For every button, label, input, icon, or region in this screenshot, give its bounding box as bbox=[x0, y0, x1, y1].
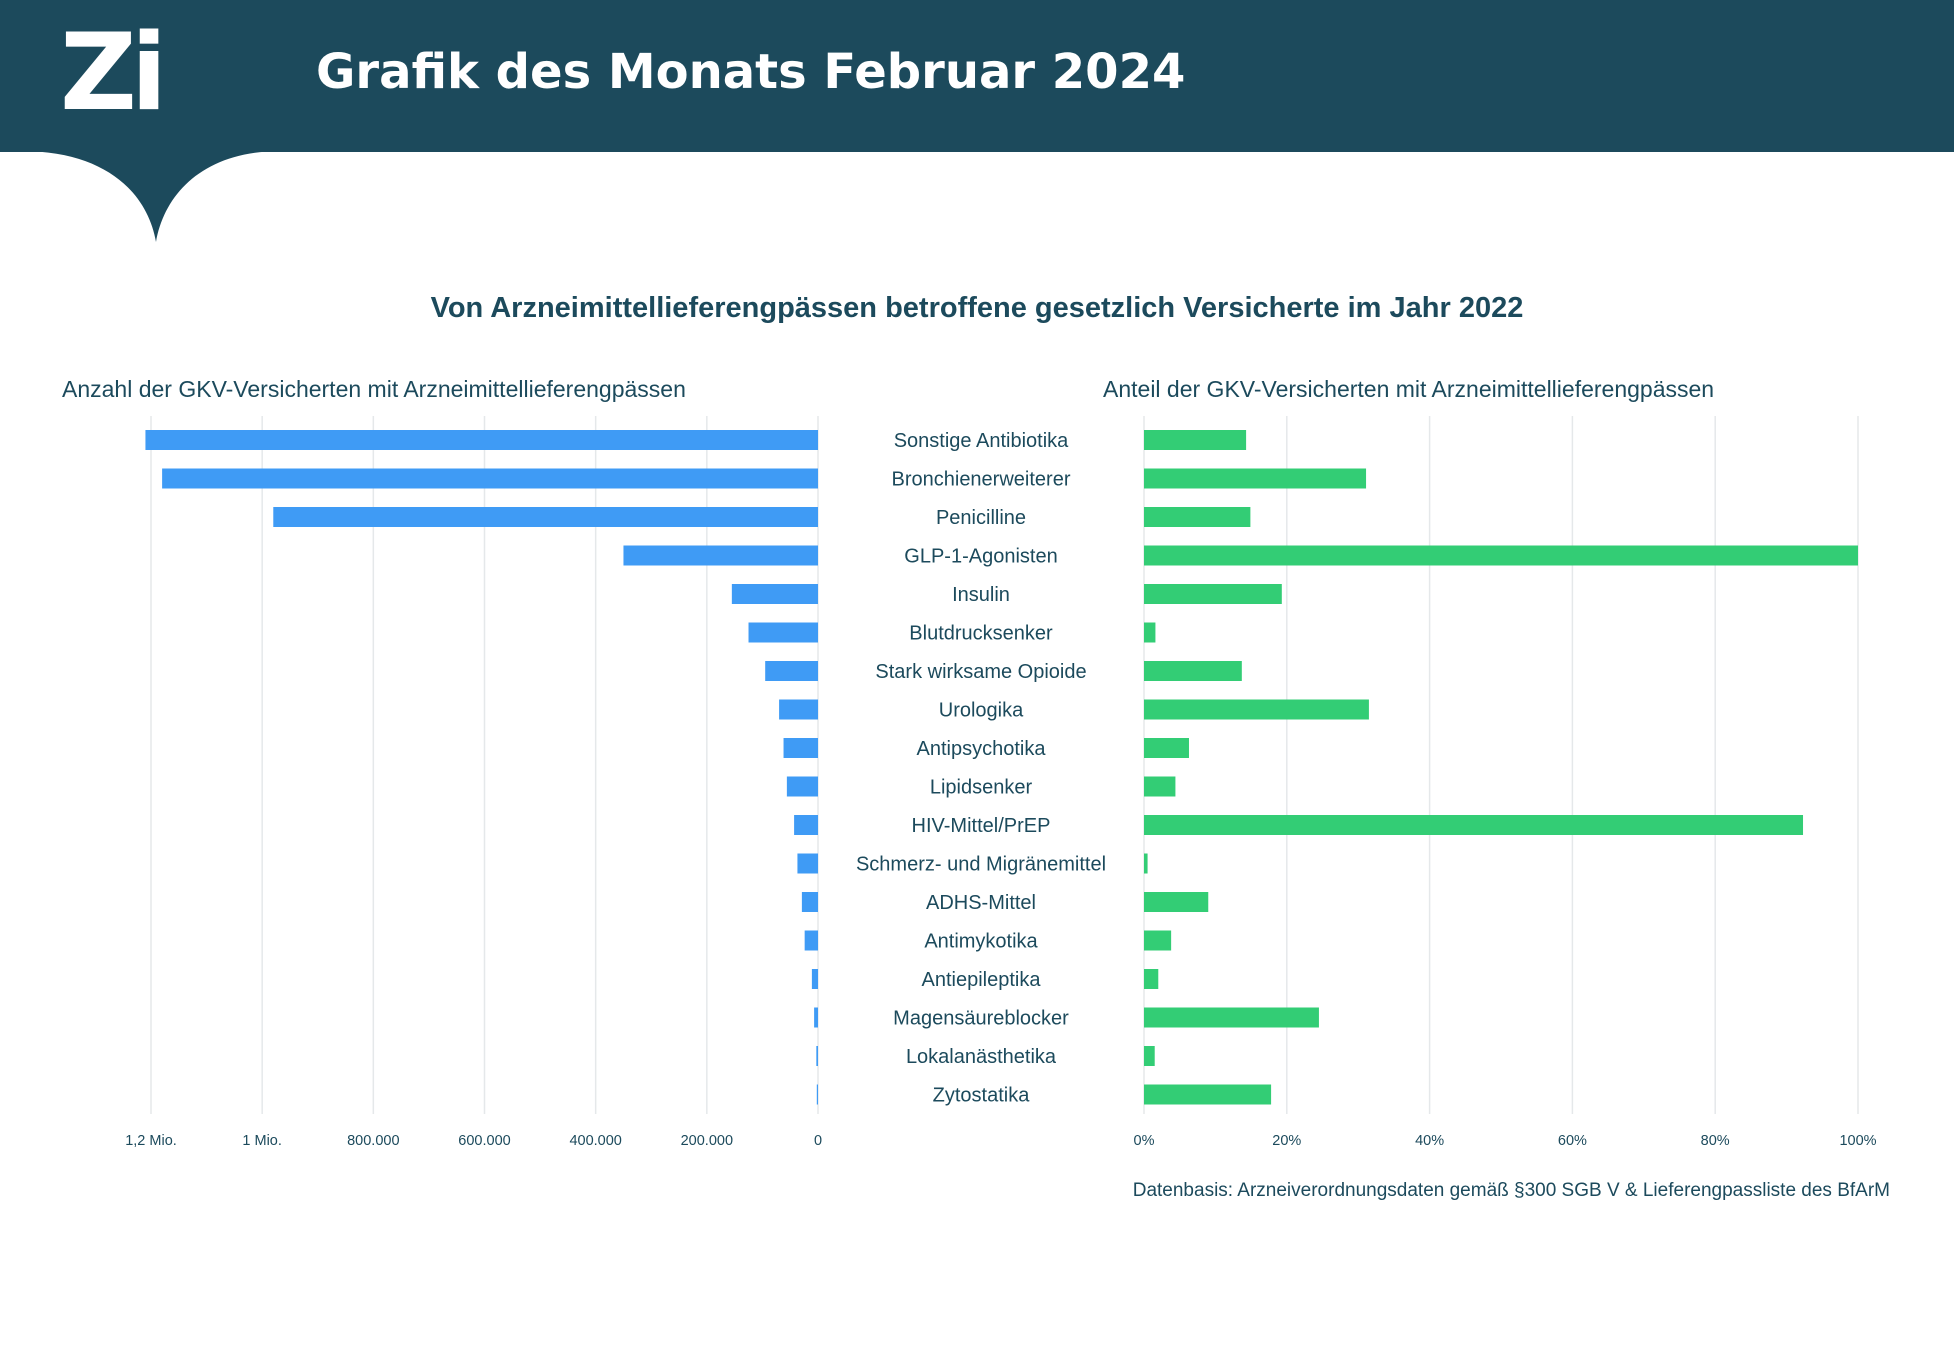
header-wave-decoration bbox=[0, 150, 300, 242]
data-source-note: Datenbasis: Arzneiverordnungsdaten gemäß… bbox=[1132, 1180, 1890, 1201]
right-bar bbox=[1144, 699, 1369, 720]
left-bar bbox=[814, 1007, 818, 1028]
right-bar bbox=[1144, 1007, 1319, 1028]
category-label: HIV-Mittel/PrEP bbox=[912, 815, 1051, 837]
right-bar bbox=[1144, 584, 1282, 604]
right-bar bbox=[1144, 661, 1242, 681]
left-tick-label: 1,2 Mio. bbox=[125, 1133, 177, 1149]
right-bar bbox=[1144, 430, 1247, 450]
category-label: Zytostatika bbox=[933, 1085, 1031, 1107]
left-bar bbox=[816, 1046, 818, 1066]
right-tick-label: 80% bbox=[1701, 1133, 1730, 1149]
left-bar bbox=[783, 738, 818, 758]
left-tick-label: 1 Mio. bbox=[242, 1133, 282, 1149]
left-tick-label: 600.000 bbox=[458, 1133, 510, 1149]
chart-title: Von Arzneimittellieferengpässen betroffe… bbox=[430, 292, 1524, 324]
category-label: Blutdrucksenker bbox=[909, 623, 1053, 645]
right-bar bbox=[1144, 468, 1367, 489]
left-bar bbox=[811, 969, 818, 989]
header-band bbox=[0, 0, 1954, 152]
category-label: Stark wirksame Opioide bbox=[875, 661, 1086, 683]
left-bar bbox=[731, 584, 818, 604]
category-label: Schmerz- und Migränemittel bbox=[856, 854, 1106, 876]
right-bar bbox=[1144, 853, 1148, 874]
left-tick-label: 200.000 bbox=[681, 1133, 733, 1149]
grid-layer bbox=[150, 416, 1859, 1114]
left-bar bbox=[748, 622, 818, 643]
left-bar bbox=[786, 776, 818, 797]
right-panel-subtitle: Anteil der GKV-Versicherten mit Arzneimi… bbox=[1103, 376, 1715, 402]
left-bar bbox=[273, 507, 818, 527]
left-bar bbox=[623, 545, 818, 566]
category-label: ADHS-Mittel bbox=[926, 892, 1036, 914]
right-bar bbox=[1144, 1046, 1155, 1066]
left-bar bbox=[162, 468, 818, 489]
category-label: Penicilline bbox=[936, 507, 1026, 529]
left-bar bbox=[816, 1084, 818, 1105]
right-tick-label: 40% bbox=[1415, 1133, 1444, 1149]
left-bar bbox=[794, 815, 818, 835]
left-bar bbox=[804, 930, 818, 951]
zi-logo: Zi bbox=[60, 11, 167, 134]
category-label: GLP-1-Agonisten bbox=[904, 546, 1057, 568]
left-bar bbox=[145, 430, 819, 450]
category-label: Insulin bbox=[952, 584, 1010, 606]
right-bar bbox=[1144, 892, 1209, 912]
right-bar bbox=[1144, 545, 1858, 566]
bar-layer bbox=[145, 430, 1858, 1105]
label-layer: 1,2 Mio. 1 Mio. 800.000 600.000 400.000 200.0… bbox=[125, 430, 1876, 1149]
left-tick-label: 800.000 bbox=[347, 1133, 399, 1149]
left-bar bbox=[765, 661, 818, 681]
category-label: Lokalanästhetika bbox=[906, 1046, 1057, 1068]
left-bar bbox=[801, 892, 818, 912]
category-label: Antimykotika bbox=[924, 931, 1038, 953]
category-label: Sonstige Antibiotika bbox=[894, 430, 1069, 452]
category-label: Bronchienerweiterer bbox=[892, 469, 1071, 491]
category-label: Antipsychotika bbox=[917, 738, 1047, 760]
left-bar bbox=[779, 699, 818, 720]
right-bar bbox=[1144, 507, 1251, 527]
left-tick-label: 400.000 bbox=[569, 1133, 621, 1149]
header-title: Grafik des Monats Februar 2024 bbox=[316, 44, 1186, 100]
category-label: Lipidsenker bbox=[930, 777, 1033, 799]
right-tick-label: 100% bbox=[1839, 1133, 1876, 1149]
right-bar bbox=[1144, 622, 1156, 643]
right-tick-label: 0% bbox=[1134, 1133, 1155, 1149]
right-bar bbox=[1144, 969, 1159, 989]
category-label: Urologika bbox=[939, 700, 1024, 722]
right-tick-label: 20% bbox=[1272, 1133, 1301, 1149]
right-tick-label: 60% bbox=[1558, 1133, 1587, 1149]
right-bar bbox=[1144, 776, 1176, 797]
category-label: Antiepileptika bbox=[922, 969, 1042, 991]
right-bar bbox=[1144, 930, 1172, 951]
right-bar bbox=[1144, 738, 1189, 758]
right-bar bbox=[1144, 815, 1804, 835]
left-panel-subtitle: Anzahl der GKV-Versicherten mit Arzneimi… bbox=[62, 376, 686, 402]
right-bar bbox=[1144, 1084, 1272, 1105]
left-tick-label: 0 bbox=[814, 1133, 822, 1149]
category-label: Magensäureblocker bbox=[893, 1008, 1069, 1030]
left-bar bbox=[797, 853, 818, 874]
